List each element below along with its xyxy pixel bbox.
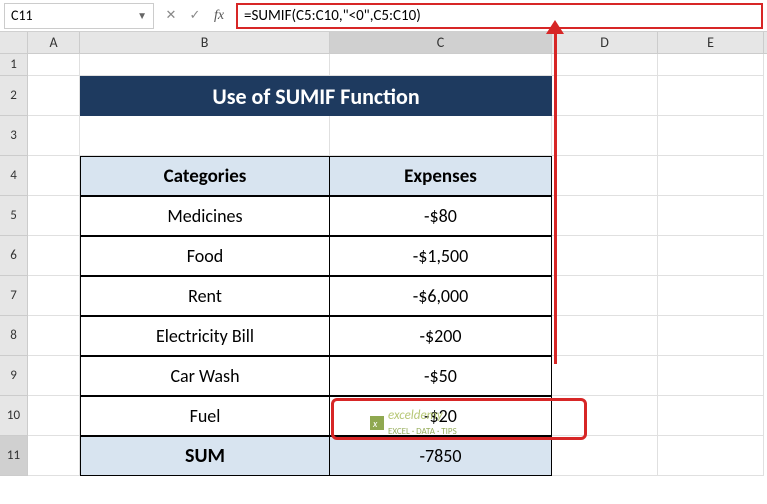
- col-header-c[interactable]: C: [330, 32, 552, 53]
- title-text: Use of SUMIF Function: [212, 83, 419, 110]
- col-header-d[interactable]: D: [552, 32, 658, 53]
- fx-icon[interactable]: fx: [208, 5, 230, 27]
- footer-result[interactable]: -7850: [330, 436, 552, 476]
- row-header-6[interactable]: 6: [0, 236, 28, 276]
- header-categories[interactable]: Categories: [80, 156, 330, 196]
- row-header-10[interactable]: 10: [0, 396, 28, 436]
- chevron-down-icon[interactable]: ▼: [137, 9, 147, 22]
- select-all-corner[interactable]: [0, 32, 28, 53]
- table-header-row: Categories Expenses: [80, 156, 552, 196]
- cell-category[interactable]: Car Wash: [80, 356, 330, 396]
- table-row: Car Wash -$50: [80, 356, 552, 396]
- table-row: Rent -$6,000: [80, 276, 552, 316]
- cell-category[interactable]: Electricity Bill: [80, 316, 330, 356]
- col-header-e[interactable]: E: [658, 32, 764, 53]
- title-banner: Use of SUMIF Function: [80, 76, 552, 116]
- header-expenses[interactable]: Expenses: [330, 156, 552, 196]
- name-box-value: C11: [11, 7, 137, 24]
- cell-category[interactable]: Food: [80, 236, 330, 276]
- cells-area[interactable]: Use of SUMIF Function Categories Expense…: [28, 54, 767, 476]
- annotation-arrow-head: [546, 20, 564, 34]
- cancel-icon[interactable]: ✕: [160, 5, 182, 27]
- row-header-2[interactable]: 2: [0, 76, 28, 116]
- row-header-3[interactable]: 3: [0, 116, 28, 156]
- table-row: Food -$1,500: [80, 236, 552, 276]
- row-header-5[interactable]: 5: [0, 196, 28, 236]
- formula-bar-buttons: ✕ ✓ fx: [160, 5, 230, 27]
- table-row: Fuel -$20: [80, 396, 552, 436]
- cell-expense[interactable]: -$6,000: [330, 276, 552, 316]
- col-header-a[interactable]: A: [28, 32, 80, 53]
- cell-expense[interactable]: -$1,500: [330, 236, 552, 276]
- row-header-8[interactable]: 8: [0, 316, 28, 356]
- cell-category[interactable]: Fuel: [80, 396, 330, 436]
- cell-expense[interactable]: -$50: [330, 356, 552, 396]
- row-header-9[interactable]: 9: [0, 356, 28, 396]
- cell-category[interactable]: Medicines: [80, 196, 330, 236]
- row-header-4[interactable]: 4: [0, 156, 28, 196]
- table-row: Medicines -$80: [80, 196, 552, 236]
- row-header-7[interactable]: 7: [0, 276, 28, 316]
- cell-expense[interactable]: -$200: [330, 316, 552, 356]
- name-box[interactable]: C11 ▼: [4, 3, 154, 29]
- cell-expense[interactable]: -$80: [330, 196, 552, 236]
- row-header-1[interactable]: 1: [0, 54, 28, 76]
- annotation-arrow-line: [554, 30, 557, 364]
- formula-text: =SUMIF(C5:C10,"<0",C5:C10): [244, 7, 421, 25]
- table-row: Electricity Bill -$200: [80, 316, 552, 356]
- column-headers: A B C D E: [0, 32, 767, 54]
- row-header-11[interactable]: 11: [0, 436, 28, 476]
- cell-expense[interactable]: -$20: [330, 396, 552, 436]
- formula-bar: C11 ▼ ✕ ✓ fx =SUMIF(C5:C10,"<0",C5:C10): [0, 0, 767, 32]
- cell-category[interactable]: Rent: [80, 276, 330, 316]
- footer-label[interactable]: SUM: [80, 436, 330, 476]
- table-footer-row: SUM -7850: [80, 436, 552, 476]
- row-headers: 1 2 3 4 5 6 7 8 9 10 11: [0, 54, 28, 476]
- formula-input[interactable]: =SUMIF(C5:C10,"<0",C5:C10): [236, 3, 763, 29]
- data-table: Categories Expenses Medicines -$80 Food …: [80, 156, 552, 476]
- grid: 1 2 3 4 5 6 7 8 9 10 11 Use of SUMIF Fun…: [0, 54, 767, 476]
- confirm-icon[interactable]: ✓: [184, 5, 206, 27]
- col-header-b[interactable]: B: [80, 32, 330, 53]
